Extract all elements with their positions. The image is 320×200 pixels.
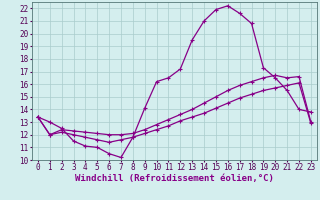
X-axis label: Windchill (Refroidissement éolien,°C): Windchill (Refroidissement éolien,°C) — [75, 174, 274, 183]
